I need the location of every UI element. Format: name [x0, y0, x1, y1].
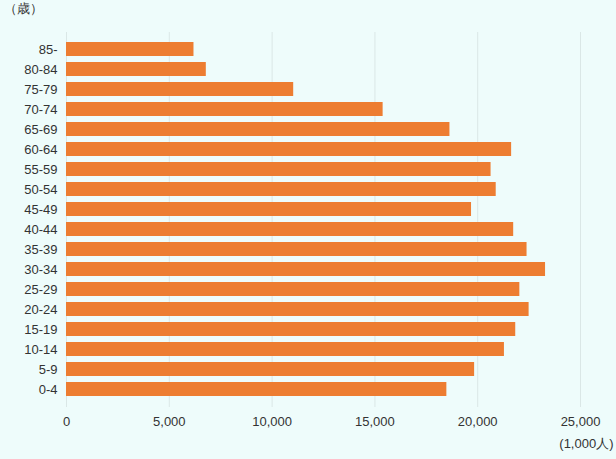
svg-text:10,000: 10,000 [252, 414, 292, 429]
svg-text:65-69: 65-69 [24, 122, 57, 137]
svg-text:85-: 85- [39, 42, 58, 57]
svg-text:5-9: 5-9 [39, 362, 58, 377]
svg-text:15-19: 15-19 [24, 322, 57, 337]
svg-text:20,000: 20,000 [458, 414, 498, 429]
svg-text:0-4: 0-4 [39, 382, 58, 397]
svg-text:0: 0 [63, 414, 70, 429]
svg-text:40-44: 40-44 [24, 222, 57, 237]
svg-text:55-59: 55-59 [24, 162, 57, 177]
svg-text:20-24: 20-24 [24, 302, 57, 317]
svg-text:10-14: 10-14 [24, 342, 57, 357]
svg-text:60-64: 60-64 [24, 142, 57, 157]
svg-text:15,000: 15,000 [355, 414, 395, 429]
svg-text:70-74: 70-74 [24, 102, 57, 117]
svg-text:25-29: 25-29 [24, 282, 57, 297]
svg-text:30-34: 30-34 [24, 262, 57, 277]
svg-text:80-84: 80-84 [24, 62, 57, 77]
svg-text:45-49: 45-49 [24, 202, 57, 217]
svg-text:(1,000人): (1,000人) [559, 436, 613, 451]
svg-text:50-54: 50-54 [24, 182, 57, 197]
svg-text:25,000: 25,000 [561, 414, 601, 429]
svg-text:75-79: 75-79 [24, 82, 57, 97]
svg-text:5,000: 5,000 [153, 414, 186, 429]
svg-text:35-39: 35-39 [24, 242, 57, 257]
svg-text:（歳）: （歳） [4, 1, 43, 16]
